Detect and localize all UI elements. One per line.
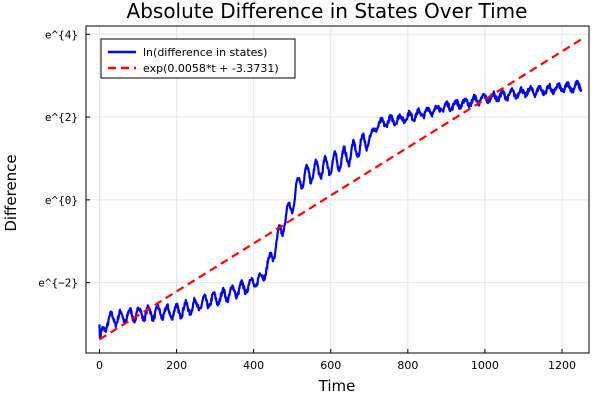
y-tick-label: e^{−2} (38, 277, 78, 290)
y-axis-ticks: e^{−2} e^{0} e^{2} e^{4} (38, 28, 90, 290)
x-tick-label: 600 (320, 359, 341, 372)
grid (86, 26, 589, 353)
legend: ln(difference in states) exp(0.0058*t + … (100, 38, 296, 79)
x-tick-label: 800 (397, 359, 418, 372)
x-tick-label: 0 (96, 359, 103, 372)
legend-box (100, 38, 296, 79)
x-axis-label: Time (318, 377, 356, 395)
x-axis-ticks: 0 200 400 600 800 1000 1200 (96, 349, 576, 372)
series-fit-line (98, 38, 582, 341)
plot-frame (85, 25, 590, 354)
legend-label-fit: exp(0.0058*t + -3.3731) (143, 62, 279, 75)
x-tick-label: 1200 (548, 359, 576, 372)
y-tick-label: e^{0} (45, 194, 78, 207)
x-tick-label: 1000 (471, 359, 499, 372)
y-tick-label: e^{4} (45, 28, 78, 41)
y-tick-label: e^{2} (45, 111, 78, 124)
series-difference-line (98, 79, 583, 340)
x-tick-label: 400 (243, 359, 264, 372)
chart-title: Absolute Difference in States Over Time (127, 0, 528, 23)
legend-label-difference: ln(difference in states) (143, 46, 267, 59)
x-tick-label: 200 (166, 359, 187, 372)
y-axis-label: Difference (2, 154, 20, 231)
series-group (98, 38, 583, 341)
